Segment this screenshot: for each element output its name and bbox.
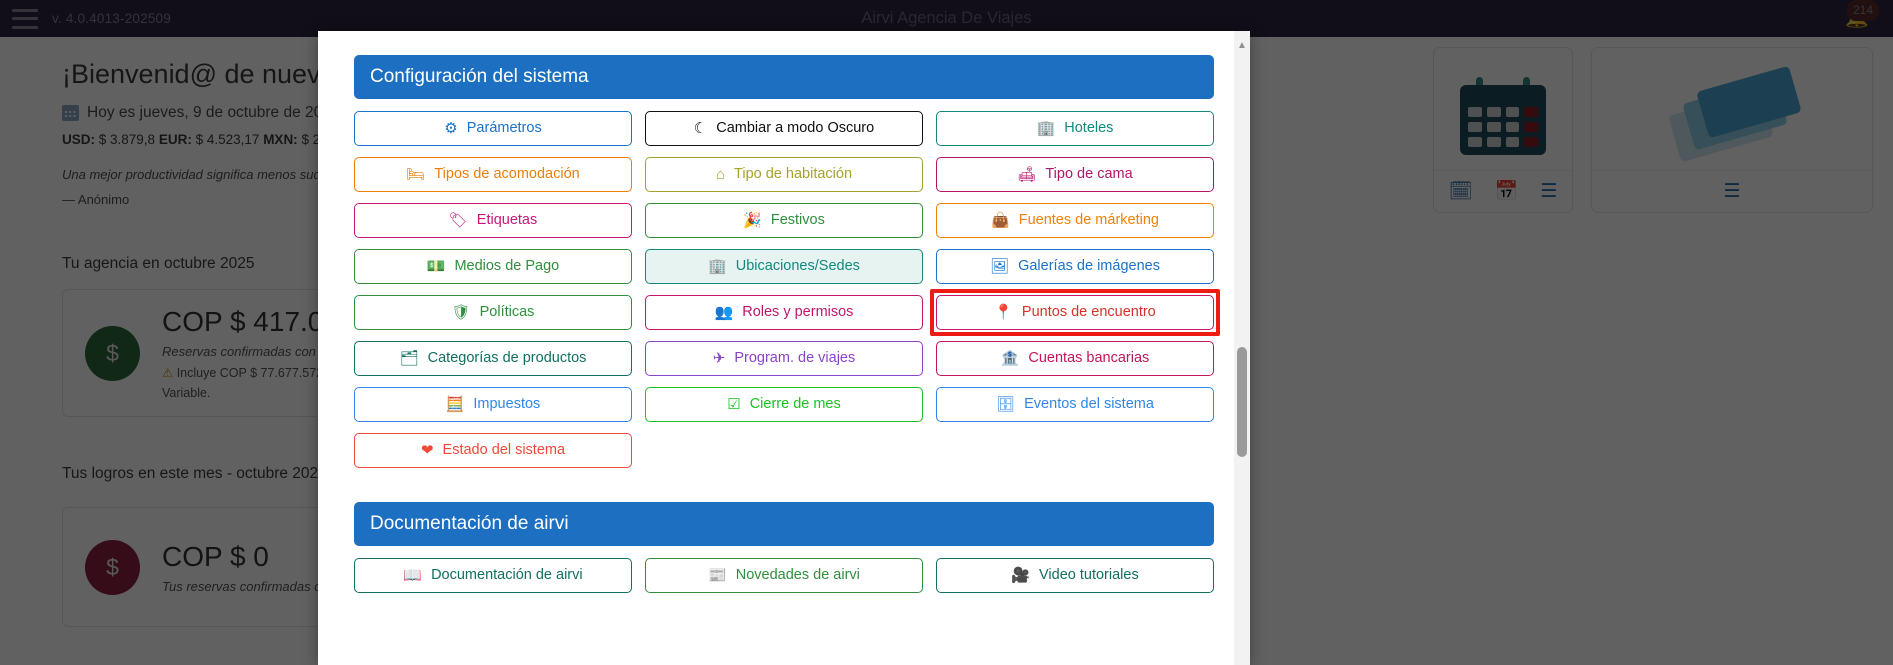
users-icon: 👥 bbox=[714, 304, 734, 321]
option-label: Impuestos bbox=[473, 396, 541, 413]
option-button-cambiar-a-modo-oscuro[interactable]: ☾ Cambiar a modo Oscuro bbox=[645, 111, 923, 146]
single-bed-icon: 🛋 bbox=[1017, 166, 1037, 183]
bed-icon: 🛏 bbox=[406, 166, 426, 183]
option-label: Roles y permisos bbox=[742, 304, 854, 321]
money-icon: 💵 bbox=[426, 258, 446, 275]
option-button-puntos-de-encuentro[interactable]: 📍 Puntos de encuentro bbox=[936, 295, 1214, 330]
modal-scrollbar[interactable]: ▲ bbox=[1234, 31, 1250, 665]
option-button-ubicaciones-sedes[interactable]: 🏢 Ubicaciones/Sedes bbox=[645, 249, 923, 284]
option-button-tipo-de-cama[interactable]: 🛋 Tipo de cama bbox=[936, 157, 1214, 192]
config-options-grid: ⚙ Parámetros ☾ Cambiar a modo Oscuro 🏢 Hotele… bbox=[354, 111, 1214, 468]
system-configuration-modal: Configuración del sistema ⚙ Parámetros ☾ Ca… bbox=[318, 31, 1250, 665]
option-button-roles-y-permisos[interactable]: 👥 Roles y permisos bbox=[645, 295, 923, 330]
option-label: Cuentas bancarias bbox=[1028, 350, 1150, 367]
news-icon: 📰 bbox=[708, 567, 727, 584]
option-label: Program. de viajes bbox=[734, 350, 856, 367]
scroll-up-arrow-icon[interactable]: ▲ bbox=[1234, 37, 1250, 53]
option-label: Políticas bbox=[479, 304, 535, 321]
option-label: Etiquetas bbox=[476, 212, 538, 229]
option-button-cuentas-bancarias[interactable]: 🏦 Cuentas bancarias bbox=[936, 341, 1214, 376]
option-button-estado-del-sistema[interactable]: ❤ Estado del sistema bbox=[354, 433, 632, 468]
video-icon: 🎥 bbox=[1011, 567, 1030, 584]
plane-plus-icon: ✈ bbox=[712, 350, 726, 367]
option-button-video-tutoriales[interactable]: 🎥 Video tutoriales bbox=[936, 558, 1214, 593]
option-label: Cambiar a modo Oscuro bbox=[716, 120, 875, 137]
option-button-cierre-de-mes[interactable]: ☑ Cierre de mes bbox=[645, 387, 923, 422]
shield-check-icon: 🛡 bbox=[451, 304, 471, 321]
option-button-politicas[interactable]: 🛡 Políticas bbox=[354, 295, 632, 330]
option-label: Tipo de cama bbox=[1045, 166, 1133, 183]
images-icon: 🖼 bbox=[990, 258, 1010, 275]
option-button-documentacion-de-airvi[interactable]: 📖 Documentación de airvi bbox=[354, 558, 632, 593]
documentation-section-title: Documentación de airvi bbox=[370, 513, 569, 534]
map-pin-icon: 📍 bbox=[994, 304, 1013, 321]
option-button-festivos[interactable]: 🎉 Festivos bbox=[645, 203, 923, 238]
tag-icon: 🏷 bbox=[448, 212, 468, 229]
option-button-medios-de-pago[interactable]: 💵 Medios de Pago bbox=[354, 249, 632, 284]
option-label: Novedades de airvi bbox=[735, 567, 860, 584]
option-button-tipo-de-habitacion[interactable]: ⌂ Tipo de habitación bbox=[645, 157, 923, 192]
gear-icon: ⚙ bbox=[444, 120, 458, 137]
option-label: Tipo de habitación bbox=[734, 166, 853, 183]
hotel-icon: 🏢 bbox=[1036, 120, 1056, 137]
option-label: Estado del sistema bbox=[442, 442, 566, 459]
option-label: Cierre de mes bbox=[749, 396, 841, 413]
option-label: Eventos del sistema bbox=[1024, 396, 1154, 413]
option-button-eventos-del-sistema[interactable]: 🗄 Eventos del sistema bbox=[936, 387, 1214, 422]
checklist-icon: ☑ bbox=[727, 396, 741, 413]
option-label: Parámetros bbox=[466, 120, 542, 137]
option-label: Fuentes de márketing bbox=[1018, 212, 1159, 229]
moon-icon: ☾ bbox=[693, 120, 708, 137]
bank-icon: 🏦 bbox=[1000, 350, 1020, 367]
option-button-impuestos[interactable]: 🧮 Impuestos bbox=[354, 387, 632, 422]
scrollbar-thumb[interactable] bbox=[1237, 347, 1247, 457]
option-label: Medios de Pago bbox=[454, 258, 560, 275]
documentation-options-grid: 📖 Documentación de airvi 📰 Novedades de air… bbox=[354, 558, 1214, 593]
option-label: Puntos de encuentro bbox=[1021, 304, 1156, 321]
config-section-header: Configuración del sistema bbox=[354, 55, 1214, 99]
sitemap-icon: 🗂 bbox=[399, 350, 419, 367]
option-button-hoteles[interactable]: 🏢 Hoteles bbox=[936, 111, 1214, 146]
documentation-section-header: Documentación de airvi bbox=[354, 502, 1214, 546]
option-label: Hoteles bbox=[1064, 120, 1114, 137]
party-icon: 🎉 bbox=[743, 212, 762, 229]
book-icon: 📖 bbox=[403, 567, 423, 584]
option-button-program-de-viajes[interactable]: ✈ Program. de viajes bbox=[645, 341, 923, 376]
option-label: Tipos de acomodación bbox=[434, 166, 580, 183]
option-button-galerias-de-imagenes[interactable]: 🖼 Galerías de imágenes bbox=[936, 249, 1214, 284]
option-button-tipos-de-acomodacion[interactable]: 🛏 Tipos de acomodación bbox=[354, 157, 632, 192]
option-label: Festivos bbox=[770, 212, 825, 229]
option-label: Video tutoriales bbox=[1039, 567, 1139, 584]
option-button-categorias-de-productos[interactable]: 🗂 Categorías de productos bbox=[354, 341, 632, 376]
bag-icon: 👜 bbox=[991, 212, 1010, 229]
heart-icon: ❤ bbox=[420, 442, 434, 459]
option-label: Categorías de productos bbox=[427, 350, 587, 367]
option-button-novedades-de-airvi[interactable]: 📰 Novedades de airvi bbox=[645, 558, 923, 593]
option-button-etiquetas[interactable]: 🏷 Etiquetas bbox=[354, 203, 632, 238]
config-section-title: Configuración del sistema bbox=[370, 66, 589, 87]
option-label: Ubicaciones/Sedes bbox=[735, 258, 860, 275]
option-label: Documentación de airvi bbox=[431, 567, 583, 584]
option-button-parametros[interactable]: ⚙ Parámetros bbox=[354, 111, 632, 146]
option-label: Galerías de imágenes bbox=[1018, 258, 1160, 275]
building-icon: 🏢 bbox=[708, 258, 727, 275]
option-button-fuentes-de-marketing[interactable]: 👜 Fuentes de márketing bbox=[936, 203, 1214, 238]
server-icon: 🗄 bbox=[996, 396, 1016, 413]
home-icon: ⌂ bbox=[715, 166, 726, 183]
calculator-icon: 🧮 bbox=[445, 396, 465, 413]
